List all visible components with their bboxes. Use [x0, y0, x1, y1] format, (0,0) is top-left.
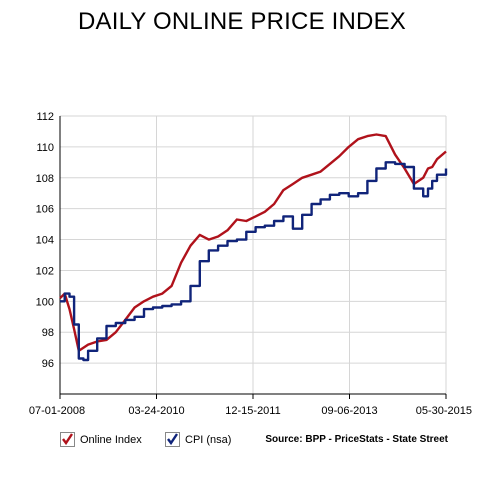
series-layer: [59, 133, 448, 362]
legend-item-cpi[interactable]: CPI (nsa): [165, 432, 231, 447]
y-tick-label: 102: [36, 265, 54, 277]
x-tick-label: 07-01-2008: [29, 405, 85, 417]
y-tick-label: 108: [36, 173, 54, 185]
chart-title: DAILY ONLINE PRICE INDEX: [77, 8, 406, 35]
axis-layer: [59, 116, 447, 399]
series-line-cpi: [60, 161, 448, 362]
y-tick-label: 106: [36, 204, 54, 216]
x-tick-label: 12-15-2011: [225, 405, 280, 417]
y-tick-label: 96: [42, 358, 54, 370]
checkbox-checked-icon[interactable]: [60, 432, 75, 447]
x-tick-label: 03-24-2010: [128, 405, 184, 417]
x-tick-label: 05-30-2015: [416, 405, 472, 417]
source-note: Source: BPP - PriceStats - State Street: [265, 434, 448, 445]
y-tick-label: 98: [42, 327, 54, 339]
x-tick-label: 09-06-2013: [321, 405, 377, 417]
series-line-online-index: [59, 133, 447, 352]
y-tick-label: 104: [36, 235, 54, 247]
legend-label-online-index: Online Index: [80, 433, 142, 446]
legend-item-online-index[interactable]: Online Index: [60, 432, 142, 447]
legend-label-cpi: CPI (nsa): [185, 433, 232, 446]
y-tick-label: 100: [36, 296, 54, 308]
tick-layer: 96 98 100 102 104 106 108 110 112 07-01-2008 03-24…: [29, 111, 472, 417]
y-tick-label: 112: [36, 111, 54, 123]
checkbox-checked-icon[interactable]: [165, 432, 180, 447]
y-tick-label: 110: [36, 142, 54, 154]
grid-layer: [59, 115, 447, 394]
